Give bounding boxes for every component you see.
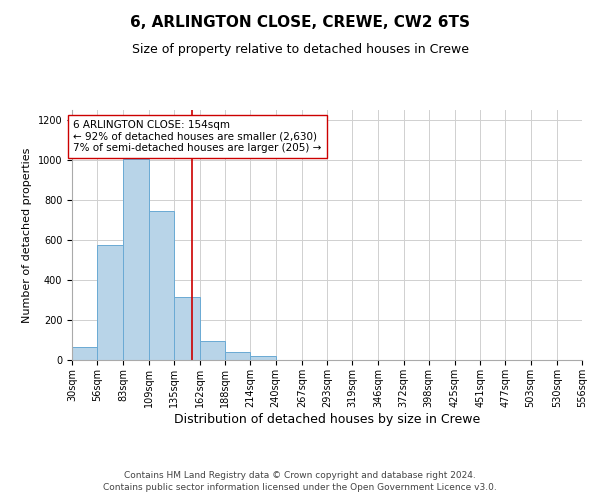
Bar [200,341,225,360]
Bar [174,297,200,360]
Bar [250,356,275,360]
Text: Contains HM Land Registry data © Crown copyright and database right 2024.
Contai: Contains HM Land Registry data © Crown c… [103,471,497,492]
Text: 6, ARLINGTON CLOSE, CREWE, CW2 6TS: 6, ARLINGTON CLOSE, CREWE, CW2 6TS [130,15,470,30]
Bar [97,245,124,360]
Bar [72,347,97,360]
Bar [124,159,149,360]
Bar [225,352,250,360]
X-axis label: Distribution of detached houses by size in Crewe: Distribution of detached houses by size … [174,412,480,426]
Y-axis label: Number of detached properties: Number of detached properties [22,148,32,322]
Bar [149,211,174,360]
Text: Size of property relative to detached houses in Crewe: Size of property relative to detached ho… [131,42,469,56]
Text: 6 ARLINGTON CLOSE: 154sqm
← 92% of detached houses are smaller (2,630)
7% of sem: 6 ARLINGTON CLOSE: 154sqm ← 92% of detac… [73,120,322,153]
